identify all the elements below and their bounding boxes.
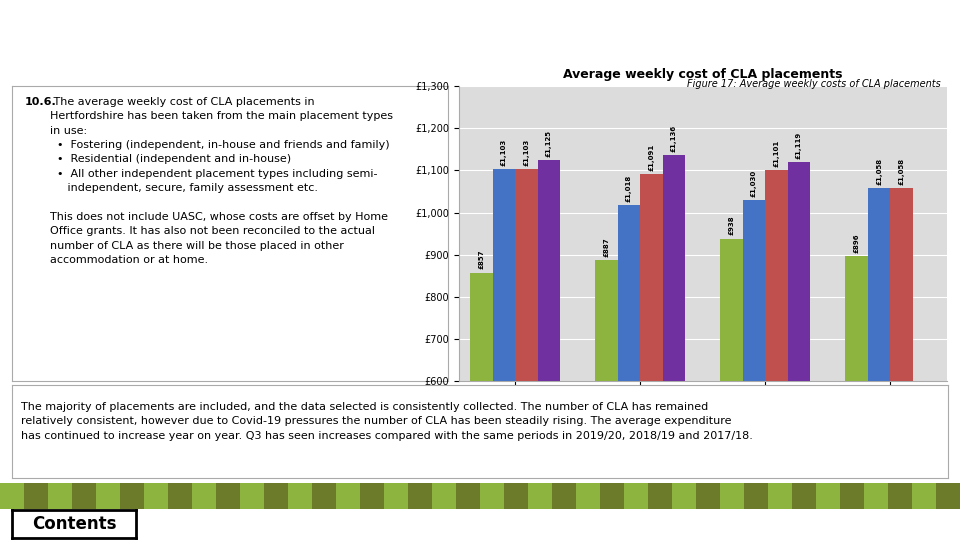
Bar [216, 483, 240, 509]
Text: £896: £896 [853, 233, 859, 253]
Bar [845, 256, 868, 540]
Bar [120, 483, 144, 509]
Bar [792, 483, 816, 509]
Text: £857: £857 [478, 250, 485, 269]
Text: £1,030: £1,030 [751, 170, 757, 197]
Bar [936, 483, 960, 509]
Text: £1,125: £1,125 [546, 130, 552, 157]
Bar [432, 483, 456, 509]
Bar [480, 483, 504, 509]
Text: £1,136: £1,136 [671, 125, 677, 152]
Bar [264, 483, 288, 509]
Text: £1,103: £1,103 [523, 139, 529, 166]
Bar [720, 483, 744, 509]
Bar [470, 273, 492, 540]
Bar [576, 483, 600, 509]
Bar [868, 188, 890, 540]
Bar [384, 483, 408, 509]
Bar [662, 156, 685, 540]
Text: £1,018: £1,018 [626, 174, 632, 201]
Bar [504, 483, 528, 509]
Bar [516, 169, 538, 540]
Bar [0, 483, 24, 509]
Bar [72, 483, 96, 509]
Bar [888, 483, 912, 509]
Bar [720, 239, 743, 540]
Bar [768, 483, 792, 509]
Title: Average weekly cost of CLA placements: Average weekly cost of CLA placements [563, 68, 843, 81]
Bar [600, 483, 624, 509]
Text: 10. Financial Implications: 10. Financial Implications [12, 23, 353, 47]
Bar [96, 483, 120, 509]
Bar [240, 483, 264, 509]
Text: The average weekly cost of CLA placements in
Hertfordshire has been taken from t: The average weekly cost of CLA placement… [50, 97, 393, 265]
Bar [864, 483, 888, 509]
Bar [492, 169, 516, 540]
Bar [360, 483, 384, 509]
Text: Figure 17: Average weekly costs of CLA placements: Figure 17: Average weekly costs of CLA p… [687, 79, 941, 89]
Bar [288, 483, 312, 509]
Text: £938: £938 [729, 215, 734, 235]
Bar [538, 160, 561, 540]
Bar [617, 205, 640, 540]
Text: £1,103: £1,103 [501, 139, 507, 166]
Bar [744, 483, 768, 509]
Bar [192, 483, 216, 509]
Text: £1,101: £1,101 [774, 139, 780, 167]
Bar [312, 483, 336, 509]
Text: £1,058: £1,058 [876, 158, 882, 185]
Bar [912, 483, 936, 509]
Text: £887: £887 [604, 237, 610, 256]
Bar [24, 483, 48, 509]
Bar [696, 483, 720, 509]
Text: Contents: Contents [32, 515, 116, 533]
Bar [840, 483, 864, 509]
Bar [528, 483, 552, 509]
Text: The majority of placements are included, and the data selected is consistently c: The majority of placements are included,… [21, 402, 753, 441]
Bar [552, 483, 576, 509]
Text: £1,119: £1,119 [796, 132, 802, 159]
Bar [640, 174, 662, 540]
Legend: 2017/18, 2018/19, 2019/20, 2020/21: 2017/18, 2018/19, 2019/20, 2020/21 [567, 418, 838, 436]
Bar [788, 163, 810, 540]
Bar [336, 483, 360, 509]
Text: £1,058: £1,058 [899, 158, 904, 185]
Bar [816, 483, 840, 509]
Bar [48, 483, 72, 509]
Bar [765, 170, 788, 540]
Bar [672, 483, 696, 509]
Bar [595, 260, 617, 540]
Bar [648, 483, 672, 509]
Bar [890, 188, 913, 540]
Bar [144, 483, 168, 509]
Bar [168, 483, 192, 509]
Bar [624, 483, 648, 509]
Text: 10.6.: 10.6. [25, 97, 57, 107]
Bar [456, 483, 480, 509]
Bar [743, 200, 765, 540]
Bar [408, 483, 432, 509]
Text: £1,091: £1,091 [648, 144, 655, 171]
